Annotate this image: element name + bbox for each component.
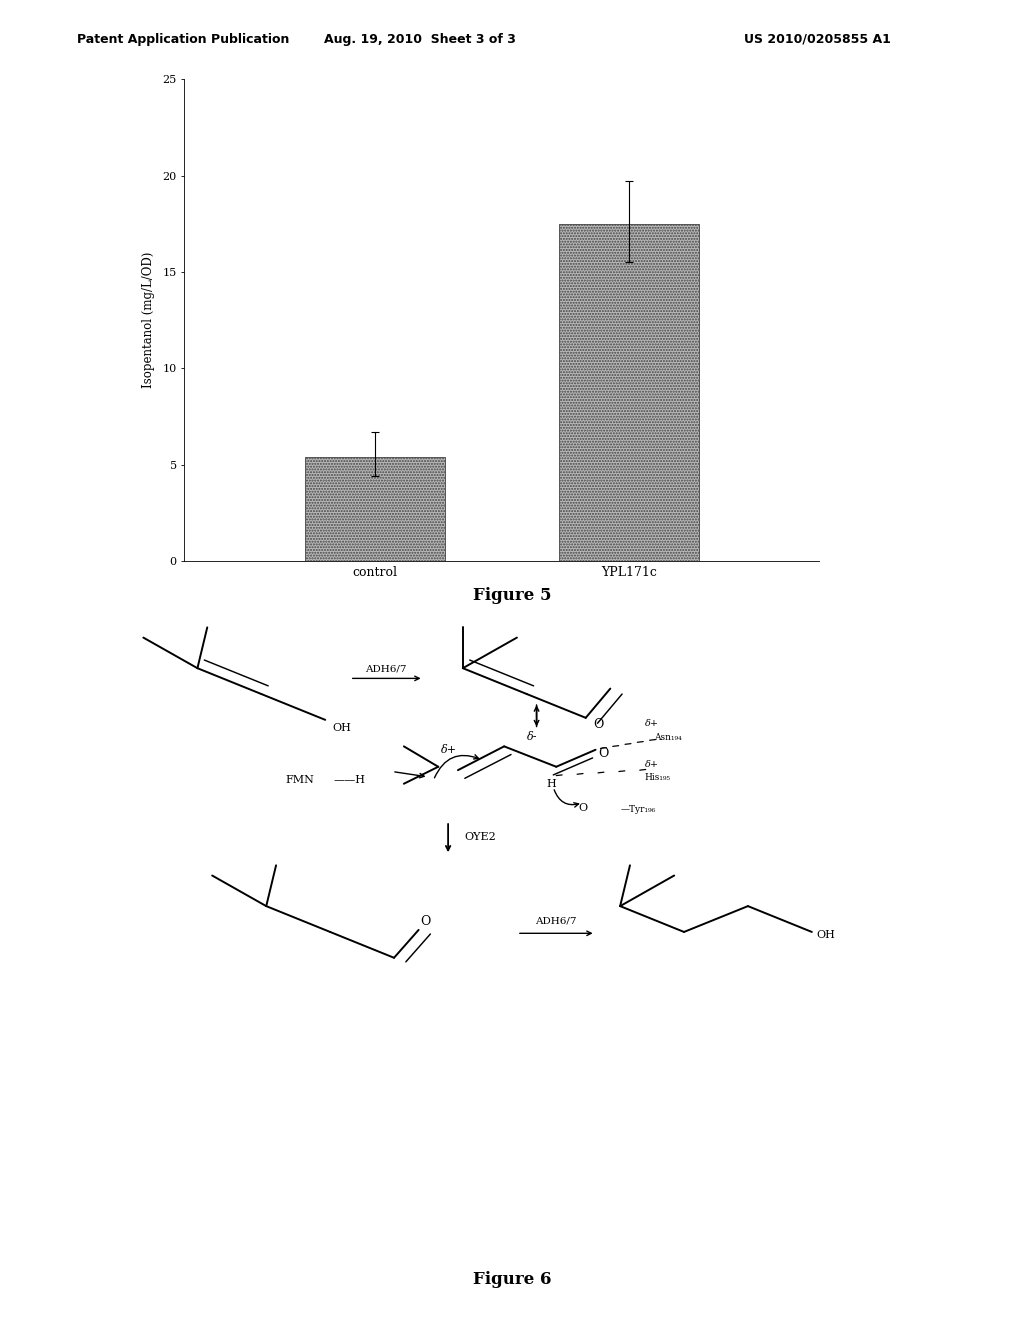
Bar xyxy=(305,457,444,561)
Text: H: H xyxy=(547,779,556,789)
Text: FMN: FMN xyxy=(286,775,314,785)
Y-axis label: Isopentanol (mg/L/OD): Isopentanol (mg/L/OD) xyxy=(142,252,156,388)
Text: OH: OH xyxy=(817,929,836,940)
Text: Figure 5: Figure 5 xyxy=(473,587,551,605)
Text: δ+: δ+ xyxy=(441,746,458,755)
Text: O: O xyxy=(598,747,609,759)
Text: Asn₁₉₄: Asn₁₉₄ xyxy=(654,733,682,742)
Text: Patent Application Publication: Patent Application Publication xyxy=(77,33,289,46)
Text: OYE2: OYE2 xyxy=(465,832,497,842)
Text: OH: OH xyxy=(332,722,351,733)
Text: O: O xyxy=(594,718,604,731)
Bar xyxy=(559,223,698,561)
Text: US 2010/0205855 A1: US 2010/0205855 A1 xyxy=(744,33,891,46)
Text: ADH6/7: ADH6/7 xyxy=(366,664,407,673)
Text: —Tyr₁₉₆: —Tyr₁₉₆ xyxy=(621,805,655,814)
Text: ADH6/7: ADH6/7 xyxy=(536,916,577,925)
Text: O: O xyxy=(579,803,588,813)
Text: δ-: δ- xyxy=(526,731,538,742)
Text: δ+: δ+ xyxy=(645,719,658,727)
Text: Figure 6: Figure 6 xyxy=(473,1271,551,1288)
Text: ——H: ——H xyxy=(333,775,366,785)
Text: Aug. 19, 2010  Sheet 3 of 3: Aug. 19, 2010 Sheet 3 of 3 xyxy=(324,33,516,46)
Text: His₁₉₅: His₁₉₅ xyxy=(645,774,671,783)
Text: δ+: δ+ xyxy=(645,760,658,768)
Text: O: O xyxy=(421,915,431,928)
